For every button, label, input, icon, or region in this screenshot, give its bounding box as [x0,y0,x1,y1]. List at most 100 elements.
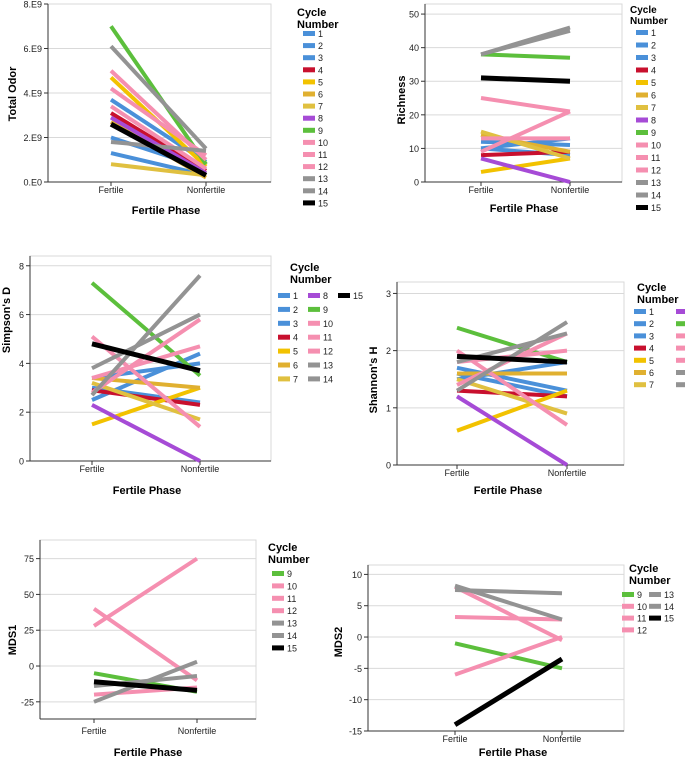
legend-swatch-cycle-10 [636,142,648,148]
legend-title-line-2: Number [268,554,310,566]
legend-swatch-cycle-5 [636,80,648,85]
legend-label-cycle-10: 10 [323,319,333,329]
panel-mds2: -15 -10 -5 0 5 10 Fertile Nonfertile MDS2 Ferti… [333,563,674,759]
legend-swatch-cycle-15 [636,205,648,210]
series-line-cycle-5 [456,388,568,433]
y-axis-label: MDS2 [333,627,345,658]
legend-swatch-cycle-13 [649,592,661,597]
series-line-cycle-5 [480,156,571,174]
legend-swatch-cycle-11 [676,345,685,351]
y-tick-label: 0 [19,457,24,467]
legend-label-cycle-7: 7 [318,102,323,112]
legend-swatch-cycle-6 [278,362,290,368]
x-axis-label: Fertile Phase [474,485,542,497]
legend-label-cycle-6: 6 [318,90,323,100]
legend-swatch-cycle-10 [308,320,320,326]
legend-title: Cycle Number [290,262,332,286]
series-line-cycle-4 [109,111,208,173]
legend-label-cycle-12: 12 [651,166,661,176]
legend-swatch-cycle-9 [636,130,648,135]
y-axis-label: Simpson's D [1,287,13,353]
legend-label-cycle-15: 15 [664,614,674,624]
y-tick-label: 2 [19,408,24,418]
legend-label-cycle-5: 5 [651,78,656,88]
legend-title-line-2: Number [629,575,671,587]
legend-swatch-cycle-1 [303,31,315,36]
legend-label-cycle-7: 7 [649,380,654,390]
legend-swatch-cycle-12 [636,167,648,173]
legend-label-cycle-10: 10 [651,141,661,151]
x-tick-label: Nonfertile [548,468,587,478]
y-axis-label: Shannon's H [368,347,380,414]
y-tick-label: 2.E9 [23,133,42,143]
y-axis-label: Total Odor [7,66,19,122]
x-axis-label: Fertile Phase [132,205,200,217]
x-tick-label: Nonfertile [543,734,582,744]
legend-swatch-cycle-12 [272,608,284,614]
legend-label-cycle-9: 9 [318,126,323,136]
legend-swatch-cycle-2 [634,321,646,327]
series-line-cycle-13 [110,139,207,153]
legend-label-cycle-12: 12 [287,606,297,616]
legend-swatch-cycle-15 [338,293,350,298]
series-line-cycle-14 [90,274,202,397]
x-tick-label: Nonfertile [181,464,220,474]
legend-label-cycle-7: 7 [651,103,656,113]
legend-swatch-cycle-1 [634,309,646,314]
legend-swatch-cycle-4 [278,334,290,340]
series-line-cycle-10 [455,348,569,427]
legend-title: Cycle Number [637,282,679,306]
series-line-cycle-5 [91,385,201,427]
legend-label-cycle-3: 3 [293,319,298,329]
legend-title-line-1: Cycle [268,542,297,554]
legend-label-cycle-13: 13 [287,619,297,629]
y-tick-label: 75 [24,554,34,564]
y-tick-label: 6.E9 [23,44,42,54]
y-tick-label: -5 [354,664,362,674]
legend-label-cycle-9: 9 [637,590,642,600]
legend-label-cycle-4: 4 [293,333,298,343]
legend-swatch-cycle-10 [272,583,284,589]
y-axis-label: MDS1 [7,625,19,656]
series-line-cycle-4 [91,388,201,407]
legend-label-cycle-15: 15 [318,198,328,208]
legend-title-line-2: Number [290,274,332,286]
legend-label-cycle-11: 11 [287,594,296,604]
x-tick-label: Nonfertile [178,726,217,736]
series-line-cycle-12 [454,585,563,642]
legend-swatch-cycle-13 [676,370,685,375]
series-line-cycle-15 [453,656,564,727]
legend-swatch-cycle-7 [636,105,648,110]
legend-swatch-cycle-9 [676,321,685,327]
x-tick-label: Nonfertile [187,185,226,195]
series-line-cycle-13 [91,312,201,371]
legend-label-cycle-11: 11 [637,614,646,624]
legend-label-cycle-13: 13 [318,174,328,184]
y-tick-label: 8.E9 [23,0,42,10]
legend-swatch-cycle-11 [303,152,315,157]
legend-title-line-2: Number [630,16,668,27]
y-tick-label: 0 [386,461,391,471]
legend-label-cycle-1: 1 [293,291,298,301]
legend-swatch-cycle-12 [308,348,320,354]
legend-swatch-cycle-3 [634,333,646,339]
legend-label-cycle-14: 14 [651,191,661,201]
legend-swatch-cycle-11 [622,615,634,621]
legend-swatch-cycle-3 [278,320,290,326]
legend-swatch-cycle-13 [636,180,648,185]
plot-area: 0 10 20 30 40 50 Fertile Nonfertile [409,3,623,195]
legend-title-line-1: Cycle [630,5,657,16]
legend-label-cycle-6: 6 [293,361,298,371]
y-tick-label: 25 [24,626,34,636]
x-axis-label: Fertile Phase [479,747,547,759]
legend-swatch-cycle-7 [278,376,290,382]
y-tick-label: 50 [24,590,34,600]
legend-swatch-cycle-8 [676,309,685,314]
panel-shannons-h: 0 1 2 3 Fertile Nonfertile Shannon's H Fertil… [368,281,685,497]
legend-label-cycle-12: 12 [323,347,333,357]
panel-richness: 0 10 20 30 40 50 Fertile Nonfertile Richness Fe… [396,3,668,215]
